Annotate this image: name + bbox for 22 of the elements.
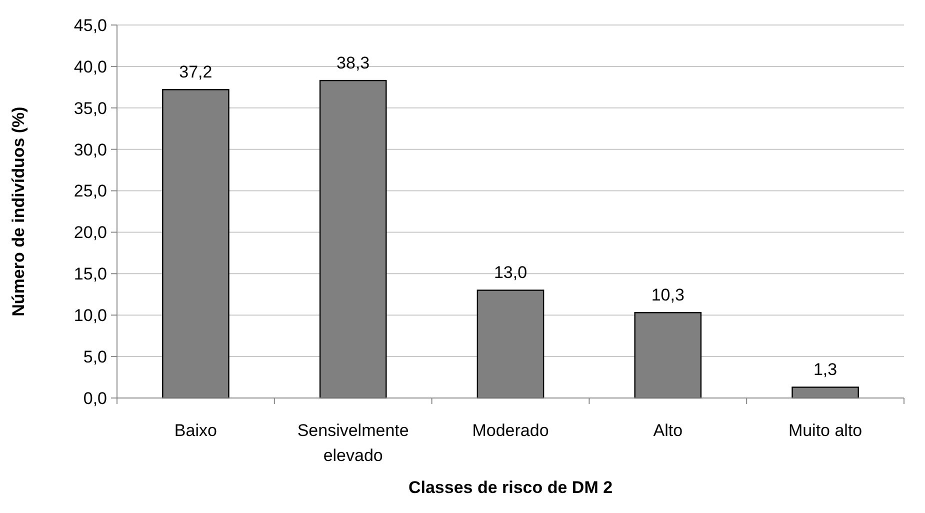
y-tick-label: 45,0	[74, 16, 107, 35]
x-tick-label: Baixo	[174, 421, 217, 440]
y-tick-label: 5,0	[83, 348, 107, 367]
data-label: 37,2	[179, 62, 212, 82]
data-label: 13,0	[494, 263, 528, 282]
x-tick-label: Sensivelmente elevado	[297, 421, 409, 465]
y-tick-label: 20,0	[74, 223, 107, 242]
x-axis-title: Classes de risco de DM 2	[408, 478, 613, 497]
y-tick-label: 40,0	[74, 57, 107, 76]
y-tick-label: 0,0	[83, 388, 107, 408]
y-tick-label: 10,0	[74, 306, 107, 326]
y-axis-title: Número de indivíduos (%)	[9, 106, 28, 316]
data-label: 1,3	[813, 360, 838, 380]
x-tick-label: Alto	[653, 421, 683, 440]
y-tick-label: 35,0	[74, 98, 107, 118]
data-label: 38,3	[336, 54, 370, 73]
x-tick-label: Moderado	[472, 421, 549, 440]
data-label: 10,3	[651, 286, 684, 305]
x-tick-label: Muito alto	[788, 421, 862, 440]
y-tick-label: 25,0	[74, 182, 107, 201]
y-tick-label: 15,0	[74, 264, 107, 284]
y-tick-label: 30,0	[74, 140, 107, 160]
